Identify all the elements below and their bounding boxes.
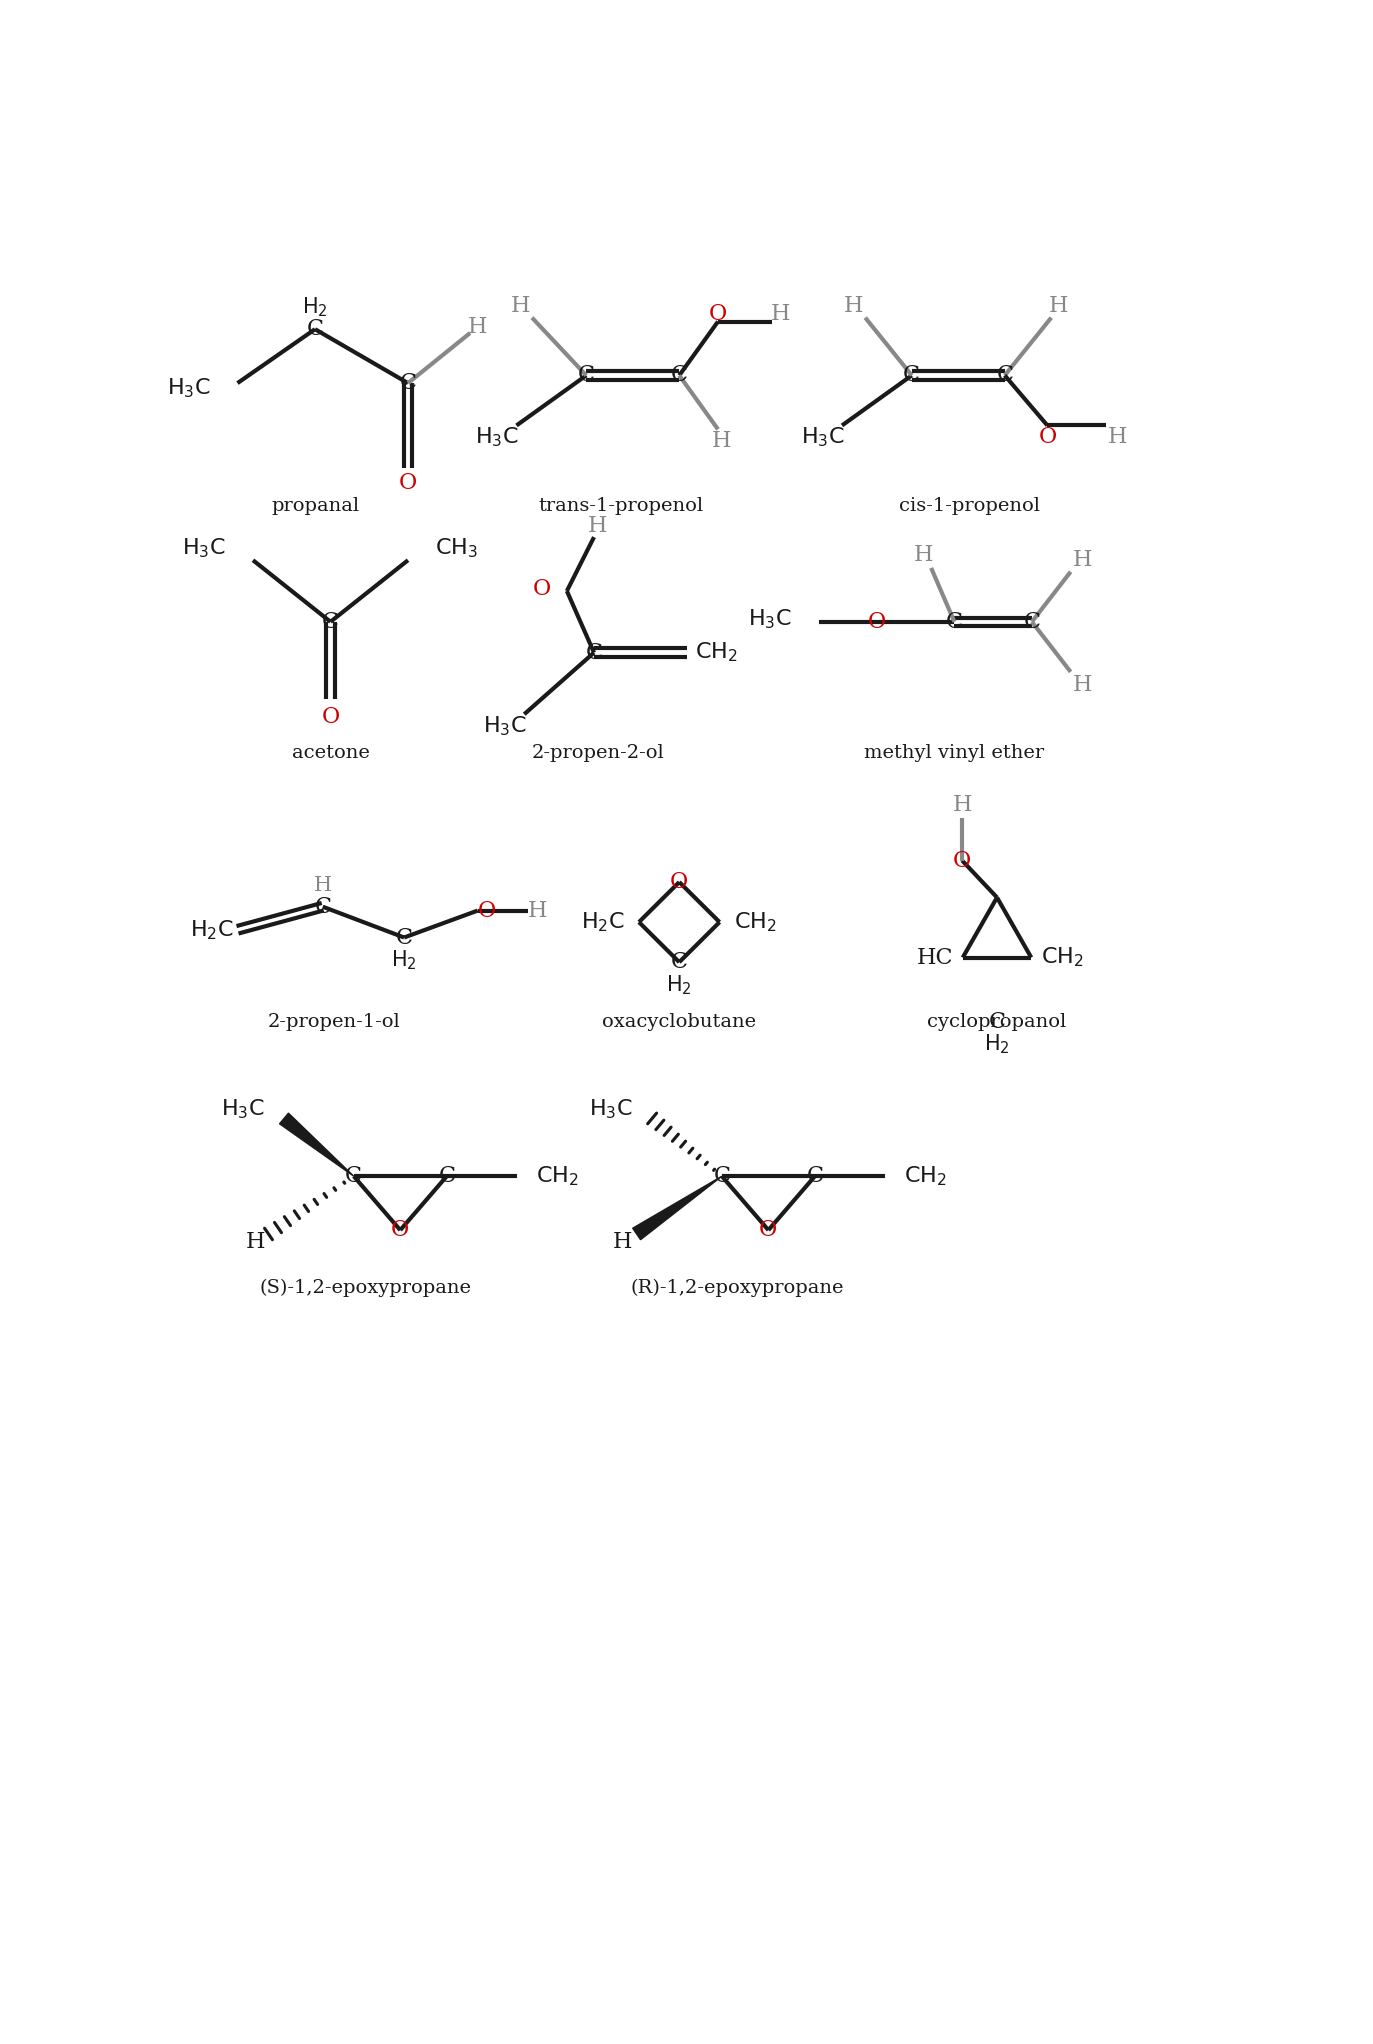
Text: H: H (527, 899, 548, 922)
Text: C: C (1023, 611, 1041, 634)
Text: O: O (670, 871, 688, 893)
Text: $\mathrm{H_3C}$: $\mathrm{H_3C}$ (221, 1098, 265, 1120)
Text: C: C (671, 950, 688, 973)
Text: $\mathrm{CH_3}$: $\mathrm{CH_3}$ (435, 538, 478, 560)
Text: methyl vinyl ether: methyl vinyl ether (865, 744, 1045, 762)
Text: H: H (612, 1230, 633, 1253)
Text: O: O (868, 611, 886, 634)
Text: $\mathrm{H_3C}$: $\mathrm{H_3C}$ (800, 425, 844, 450)
Text: $\mathrm{H_3C}$: $\mathrm{H_3C}$ (183, 538, 227, 560)
Text: C: C (585, 642, 603, 664)
Text: H: H (313, 875, 332, 895)
Text: trans-1-propenol: trans-1-propenol (538, 497, 704, 515)
Text: C: C (578, 364, 595, 386)
Text: O: O (953, 850, 971, 871)
Text: O: O (1038, 425, 1056, 448)
Text: C: C (323, 611, 339, 634)
Text: $\mathrm{H_3C}$: $\mathrm{H_3C}$ (475, 425, 519, 450)
Text: O: O (759, 1218, 777, 1241)
Text: H: H (713, 429, 732, 452)
Text: $\mathrm{H_3C}$: $\mathrm{H_3C}$ (483, 713, 527, 738)
Text: C: C (395, 926, 413, 948)
Text: H: H (953, 793, 972, 816)
Text: cis-1-propenol: cis-1-propenol (899, 497, 1041, 515)
Text: $\mathrm{H_2C}$: $\mathrm{H_2C}$ (189, 918, 233, 942)
Text: 2-propen-2-ol: 2-propen-2-ol (531, 744, 665, 762)
Text: $\mathrm{H_2}$: $\mathrm{H_2}$ (984, 1032, 1011, 1055)
Text: $\mathrm{CH_2}$: $\mathrm{CH_2}$ (903, 1165, 947, 1188)
Text: $\mathrm{H_2}$: $\mathrm{H_2}$ (302, 296, 328, 319)
Text: $\mathrm{H_2}$: $\mathrm{H_2}$ (391, 948, 417, 973)
Text: C: C (806, 1165, 824, 1188)
Text: H: H (1072, 675, 1092, 695)
Text: C: C (345, 1165, 362, 1188)
Text: propanal: propanal (270, 497, 360, 515)
Text: O: O (400, 472, 417, 495)
Polygon shape (633, 1175, 722, 1239)
Text: acetone: acetone (291, 744, 369, 762)
Text: C: C (903, 364, 920, 386)
Text: $\mathrm{H_3C}$: $\mathrm{H_3C}$ (166, 376, 210, 401)
Text: H: H (511, 294, 530, 317)
Text: $\mathrm{H_3C}$: $\mathrm{H_3C}$ (748, 607, 792, 632)
Text: H: H (246, 1230, 265, 1253)
Text: O: O (533, 578, 552, 599)
Text: C: C (989, 1012, 1005, 1032)
Text: C: C (946, 611, 962, 634)
Text: H: H (588, 515, 608, 538)
Text: C: C (400, 372, 416, 394)
Text: O: O (391, 1218, 409, 1241)
Text: 2-propen-1-ol: 2-propen-1-ol (268, 1014, 401, 1032)
Text: H: H (913, 544, 934, 566)
Text: oxacyclobutane: oxacyclobutane (603, 1014, 757, 1032)
Text: H: H (1049, 294, 1068, 317)
Text: C: C (306, 319, 324, 339)
Text: O: O (321, 705, 339, 728)
Text: H: H (844, 294, 864, 317)
Text: $\mathrm{H_2C}$: $\mathrm{H_2C}$ (581, 910, 625, 934)
Text: H: H (1072, 550, 1092, 570)
Text: $\mathrm{CH_2}$: $\mathrm{CH_2}$ (695, 642, 737, 664)
Text: C: C (997, 364, 1013, 386)
Text: C: C (714, 1165, 730, 1188)
Text: cyclopropanol: cyclopropanol (927, 1014, 1067, 1032)
Text: O: O (708, 303, 728, 325)
Polygon shape (280, 1114, 354, 1175)
Text: C: C (314, 895, 331, 918)
Text: O: O (478, 899, 496, 922)
Text: (R)-1,2-epoxypropane: (R)-1,2-epoxypropane (630, 1280, 844, 1298)
Text: $\mathrm{H_3C}$: $\mathrm{H_3C}$ (589, 1098, 633, 1120)
Text: $\mathrm{H_2}$: $\mathrm{H_2}$ (666, 973, 692, 997)
Text: (S)-1,2-epoxypropane: (S)-1,2-epoxypropane (259, 1280, 471, 1298)
Text: C: C (438, 1165, 456, 1188)
Text: H: H (468, 317, 487, 337)
Text: $\mathrm{CH_2}$: $\mathrm{CH_2}$ (1041, 946, 1083, 969)
Text: H: H (1108, 425, 1127, 448)
Text: $\mathrm{CH_2}$: $\mathrm{CH_2}$ (733, 910, 776, 934)
Text: H: H (770, 303, 789, 325)
Text: HC: HC (917, 946, 953, 969)
Text: C: C (671, 364, 688, 386)
Text: $\mathrm{CH_2}$: $\mathrm{CH_2}$ (535, 1165, 578, 1188)
